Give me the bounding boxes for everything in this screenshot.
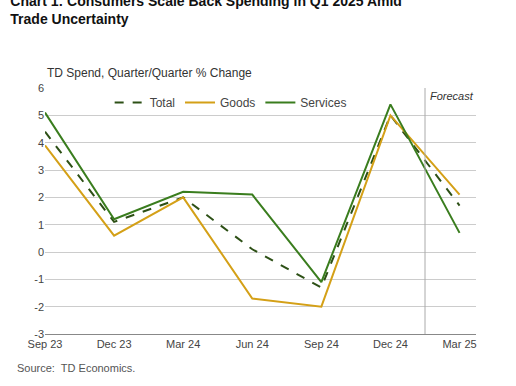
- svg-text:Forecast: Forecast: [430, 90, 474, 102]
- svg-text:3: 3: [38, 164, 44, 176]
- svg-text:4: 4: [38, 137, 44, 149]
- svg-text:Mar 25: Mar 25: [442, 338, 476, 350]
- svg-text:0: 0: [38, 246, 44, 258]
- svg-text:TD Spend, Quarter/Quarter % Ch: TD Spend, Quarter/Quarter % Change: [47, 66, 252, 80]
- svg-text:5: 5: [38, 109, 44, 121]
- svg-text:-3: -3: [34, 328, 44, 340]
- svg-text:Total: Total: [150, 96, 175, 110]
- svg-text:Services: Services: [300, 96, 346, 110]
- svg-text:Chart 1: Consumers Scale Back: Chart 1: Consumers Scale Back Spending i…: [10, 0, 402, 27]
- svg-text:Source: TD Economics.: Source: TD Economics.: [17, 362, 135, 374]
- svg-text:Mar 24: Mar 24: [166, 338, 200, 350]
- svg-text:Dec 23: Dec 23: [97, 338, 132, 350]
- svg-text:Dec 24: Dec 24: [373, 338, 408, 350]
- svg-text:Jun 24: Jun 24: [236, 338, 269, 350]
- svg-text:-2: -2: [34, 301, 44, 313]
- svg-text:Goods: Goods: [220, 96, 255, 110]
- svg-text:-1: -1: [34, 273, 44, 285]
- svg-text:1: 1: [38, 219, 44, 231]
- svg-text:6: 6: [38, 82, 44, 94]
- svg-text:2: 2: [38, 191, 44, 203]
- svg-text:Sep 24: Sep 24: [304, 338, 339, 350]
- svg-text:Sep 23: Sep 23: [28, 338, 63, 350]
